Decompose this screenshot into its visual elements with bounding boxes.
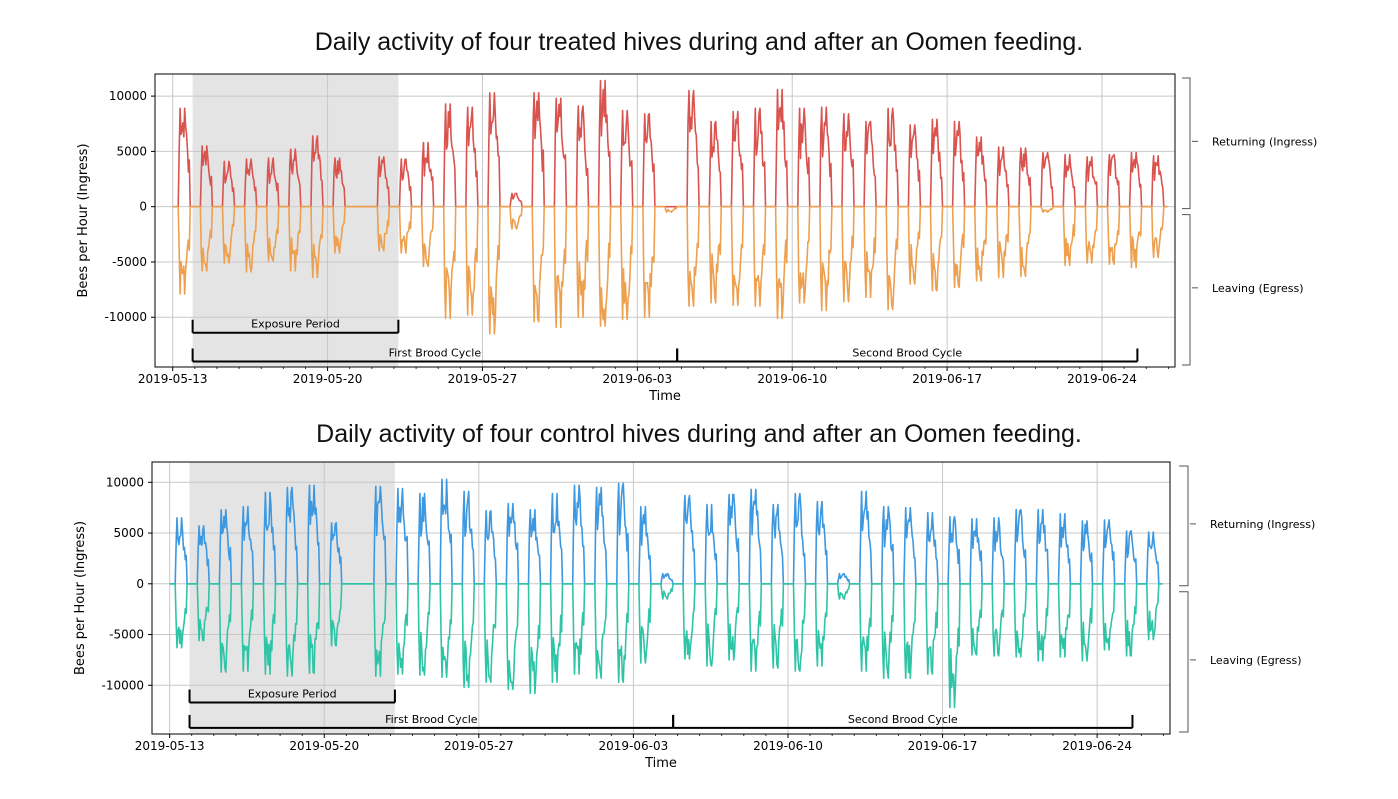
returning-ingress-label: Returning (Ingress) [1212, 135, 1317, 148]
bracket-label: First Brood Cycle [389, 346, 482, 359]
returning-ingress-line [169, 478, 1163, 585]
returning-ingress-line [172, 79, 1168, 208]
y-axis-label: Bees per Hour (Ingress) [73, 521, 88, 675]
leaving-brace [1182, 214, 1191, 366]
x-tick-label: 2019-06-03 [599, 739, 669, 753]
y-axis-label: Bees per Hour (Ingress) [76, 143, 91, 297]
bracket-label: Exposure Period [248, 688, 337, 701]
chart-title-treated: Daily activity of four treated hives dur… [314, 28, 1084, 56]
leaving-egress-line [172, 205, 1168, 335]
x-axis-label: Time [648, 389, 681, 404]
y-tick-label: -10000 [101, 678, 144, 692]
x-tick-label: 2019-06-24 [1067, 372, 1137, 386]
bracket-label: First Brood Cycle [385, 713, 478, 726]
x-tick-label: 2019-05-27 [448, 372, 518, 386]
returning-brace [1182, 77, 1191, 210]
x-tick-label: 2019-06-24 [1062, 739, 1132, 753]
x-axis-label: Time [644, 756, 677, 771]
exposure-shading [189, 462, 395, 734]
exposure-shading [192, 74, 399, 367]
bracket-label: Exposure Period [251, 318, 340, 331]
returning-ingress-label: Returning (Ingress) [1210, 518, 1315, 531]
bracket-label: Second Brood Cycle [848, 713, 958, 726]
y-tick-label: 5000 [116, 144, 147, 158]
y-tick-label: 5000 [113, 526, 144, 540]
x-tick-label: 2019-05-20 [289, 739, 359, 753]
y-tick-label: -5000 [112, 255, 147, 269]
y-tick-label: -10000 [104, 310, 147, 324]
x-tick-label: 2019-05-20 [293, 372, 363, 386]
y-tick-label: -5000 [109, 628, 144, 642]
y-tick-label: 10000 [109, 89, 147, 103]
x-tick-label: 2019-06-17 [908, 739, 978, 753]
bracket-label: Second Brood Cycle [852, 346, 962, 359]
x-tick-label: 2019-05-13 [135, 739, 205, 753]
y-tick-label: 0 [139, 200, 147, 214]
chart-title-control: Daily activity of four control hives dur… [316, 420, 1082, 448]
y-tick-label: 0 [136, 577, 144, 591]
plot-frame [154, 73, 1176, 368]
plot-frame [151, 461, 1171, 735]
leaving-brace [1179, 591, 1189, 733]
leaving-egress-line [169, 583, 1163, 709]
x-tick-label: 2019-06-03 [602, 372, 672, 386]
x-tick-label: 2019-05-27 [444, 739, 514, 753]
x-tick-label: 2019-05-13 [138, 372, 208, 386]
returning-brace [1179, 465, 1189, 587]
x-tick-label: 2019-06-10 [753, 739, 823, 753]
leaving-egress-label: Leaving (Egress) [1212, 282, 1304, 295]
y-tick-label: 10000 [106, 475, 144, 489]
x-tick-label: 2019-06-10 [757, 372, 827, 386]
leaving-egress-label: Leaving (Egress) [1210, 654, 1302, 667]
x-tick-label: 2019-06-17 [912, 372, 982, 386]
